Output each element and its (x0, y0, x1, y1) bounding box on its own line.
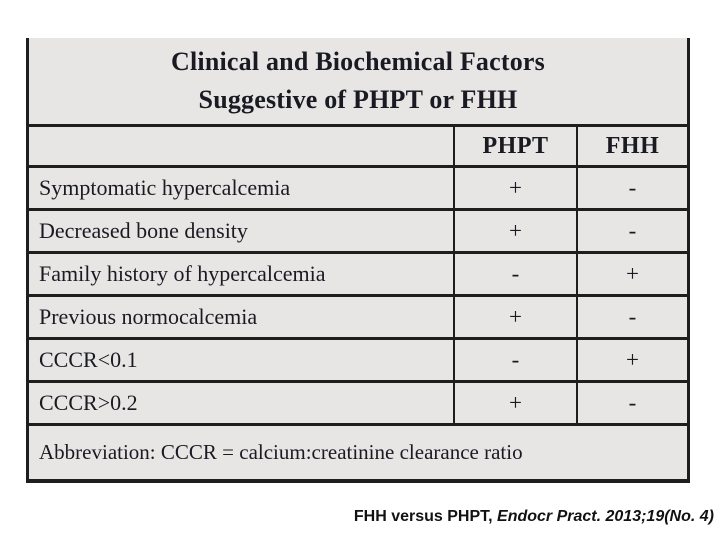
fhh-value: - (576, 383, 687, 423)
table-row: Previous normocalcemia + - (29, 294, 687, 337)
table-row: Decreased bone density + - (29, 208, 687, 251)
table-header-row: PHPT FHH (29, 124, 687, 165)
phpt-value: + (453, 383, 576, 423)
fhh-value: - (576, 168, 687, 208)
phpt-value: + (453, 211, 576, 251)
row-label: Decreased bone density (39, 218, 248, 243)
citation: FHH versus PHPT, Endocr Pract. 2013;19(N… (354, 508, 714, 526)
fhh-value: + (576, 254, 687, 294)
row-label: CCCR<0.1 (39, 347, 138, 372)
phpt-value: - (453, 254, 576, 294)
citation-journal: Endocr Pract. 2013;19(No. 4) (497, 508, 714, 525)
table-row: CCCR<0.1 - + (29, 337, 687, 380)
header-phpt-cell: PHPT (453, 127, 576, 165)
abbreviation-footnote: Abbreviation: CCCR = calcium:creatinine … (29, 423, 687, 479)
row-label: Previous normocalcemia (39, 304, 258, 329)
phpt-value: - (453, 340, 576, 380)
table-row: Symptomatic hypercalcemia + - (29, 165, 687, 208)
table-title: Clinical and Biochemical Factors Suggest… (29, 38, 687, 124)
table-title-line1: Clinical and Biochemical Factors (171, 47, 545, 77)
fhh-value: - (576, 211, 687, 251)
fhh-value: + (576, 340, 687, 380)
header-fhh-cell: FHH (576, 127, 687, 165)
table-row: Family history of hypercalcemia - + (29, 251, 687, 294)
phpt-value: + (453, 168, 576, 208)
table-row: CCCR>0.2 + - (29, 380, 687, 423)
fhh-value: - (576, 297, 687, 337)
row-label: Symptomatic hypercalcemia (39, 175, 291, 200)
header-blank-cell (29, 127, 453, 165)
citation-source: FHH versus PHPT, (353, 508, 498, 525)
factor-table: Clinical and Biochemical Factors Suggest… (26, 38, 690, 483)
phpt-value: + (453, 297, 576, 337)
table-title-line2: Suggestive of PHPT or FHH (198, 85, 518, 114)
row-label: Family history of hypercalcemia (39, 261, 326, 286)
row-label: CCCR>0.2 (39, 390, 138, 415)
